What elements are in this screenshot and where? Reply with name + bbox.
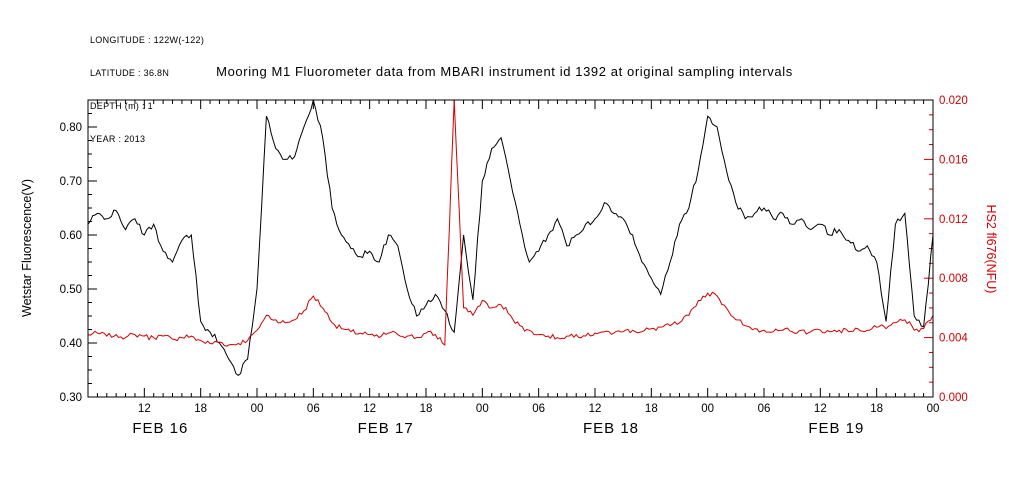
x-tick-label: 18 [194, 403, 207, 415]
metadata-longitude: LONGITUDE : 122W(-122) [90, 35, 205, 45]
x-tick-label: 12 [138, 403, 151, 415]
date-label: FEB 19 [808, 420, 864, 437]
axis-ticks [88, 99, 934, 398]
x-tick-label: 18 [420, 403, 433, 415]
x-tick-label: 00 [927, 403, 940, 415]
page-title: Mooring M1 Fluorometer data from MBARI i… [216, 64, 793, 79]
date-label: FEB 17 [358, 420, 414, 437]
x-tick-label: 06 [532, 403, 545, 415]
series-line-wetstar [87, 99, 934, 377]
metadata-year: YEAR : 2013 [90, 134, 146, 144]
y-left-tick-label: 0.60 [60, 230, 82, 242]
plot-frame [87, 99, 934, 398]
series-line-hs2 [87, 99, 934, 347]
y-left-tick-label: 0.40 [60, 338, 82, 350]
x-tick-label: 06 [307, 403, 320, 415]
y-right-tick-label: 0.000 [939, 392, 968, 404]
axis-labels: 12 18 00 06 12 18 00 06 12 18 00 06 12 18 00 FEB 16 FEB … [60, 95, 969, 437]
date-label: FEB 18 [583, 420, 639, 437]
y-right-tick-label: 0.016 [939, 154, 968, 166]
x-tick-label: 00 [251, 403, 264, 415]
y-right-tick-label: 0.008 [939, 273, 968, 285]
x-tick-label: 00 [476, 403, 489, 415]
x-tick-label: 00 [701, 403, 714, 415]
date-label: FEB 16 [132, 420, 188, 437]
y-left-tick-label: 0.70 [60, 176, 82, 188]
y-right-tick-label: 0.004 [939, 333, 968, 345]
left-axis-title: Wetstar Fluorescence(V) [20, 179, 34, 317]
x-tick-label: 18 [870, 403, 883, 415]
metadata-latitude: LATITUDE : 36.8N [90, 68, 170, 78]
x-tick-label: 12 [814, 403, 827, 415]
x-tick-label: 12 [363, 403, 376, 415]
y-right-tick-label: 0.020 [939, 95, 968, 107]
x-tick-label: 06 [758, 403, 771, 415]
x-tick-label: 18 [645, 403, 658, 415]
y-left-tick-label: 0.50 [60, 284, 82, 296]
station-metadata: LONGITUDE : 122W(-122) LATITUDE : 36.8N … [90, 13, 204, 156]
metadata-depth: DEPTH (m) : 1 [90, 101, 153, 111]
y-left-tick-label: 0.80 [60, 122, 82, 134]
y-left-tick-label: 0.30 [60, 392, 82, 404]
x-tick-label: 12 [589, 403, 602, 415]
y-right-tick-label: 0.012 [939, 214, 968, 226]
right-axis-title: HS2 fl676(NFU) [984, 205, 998, 294]
data-series [87, 99, 934, 377]
